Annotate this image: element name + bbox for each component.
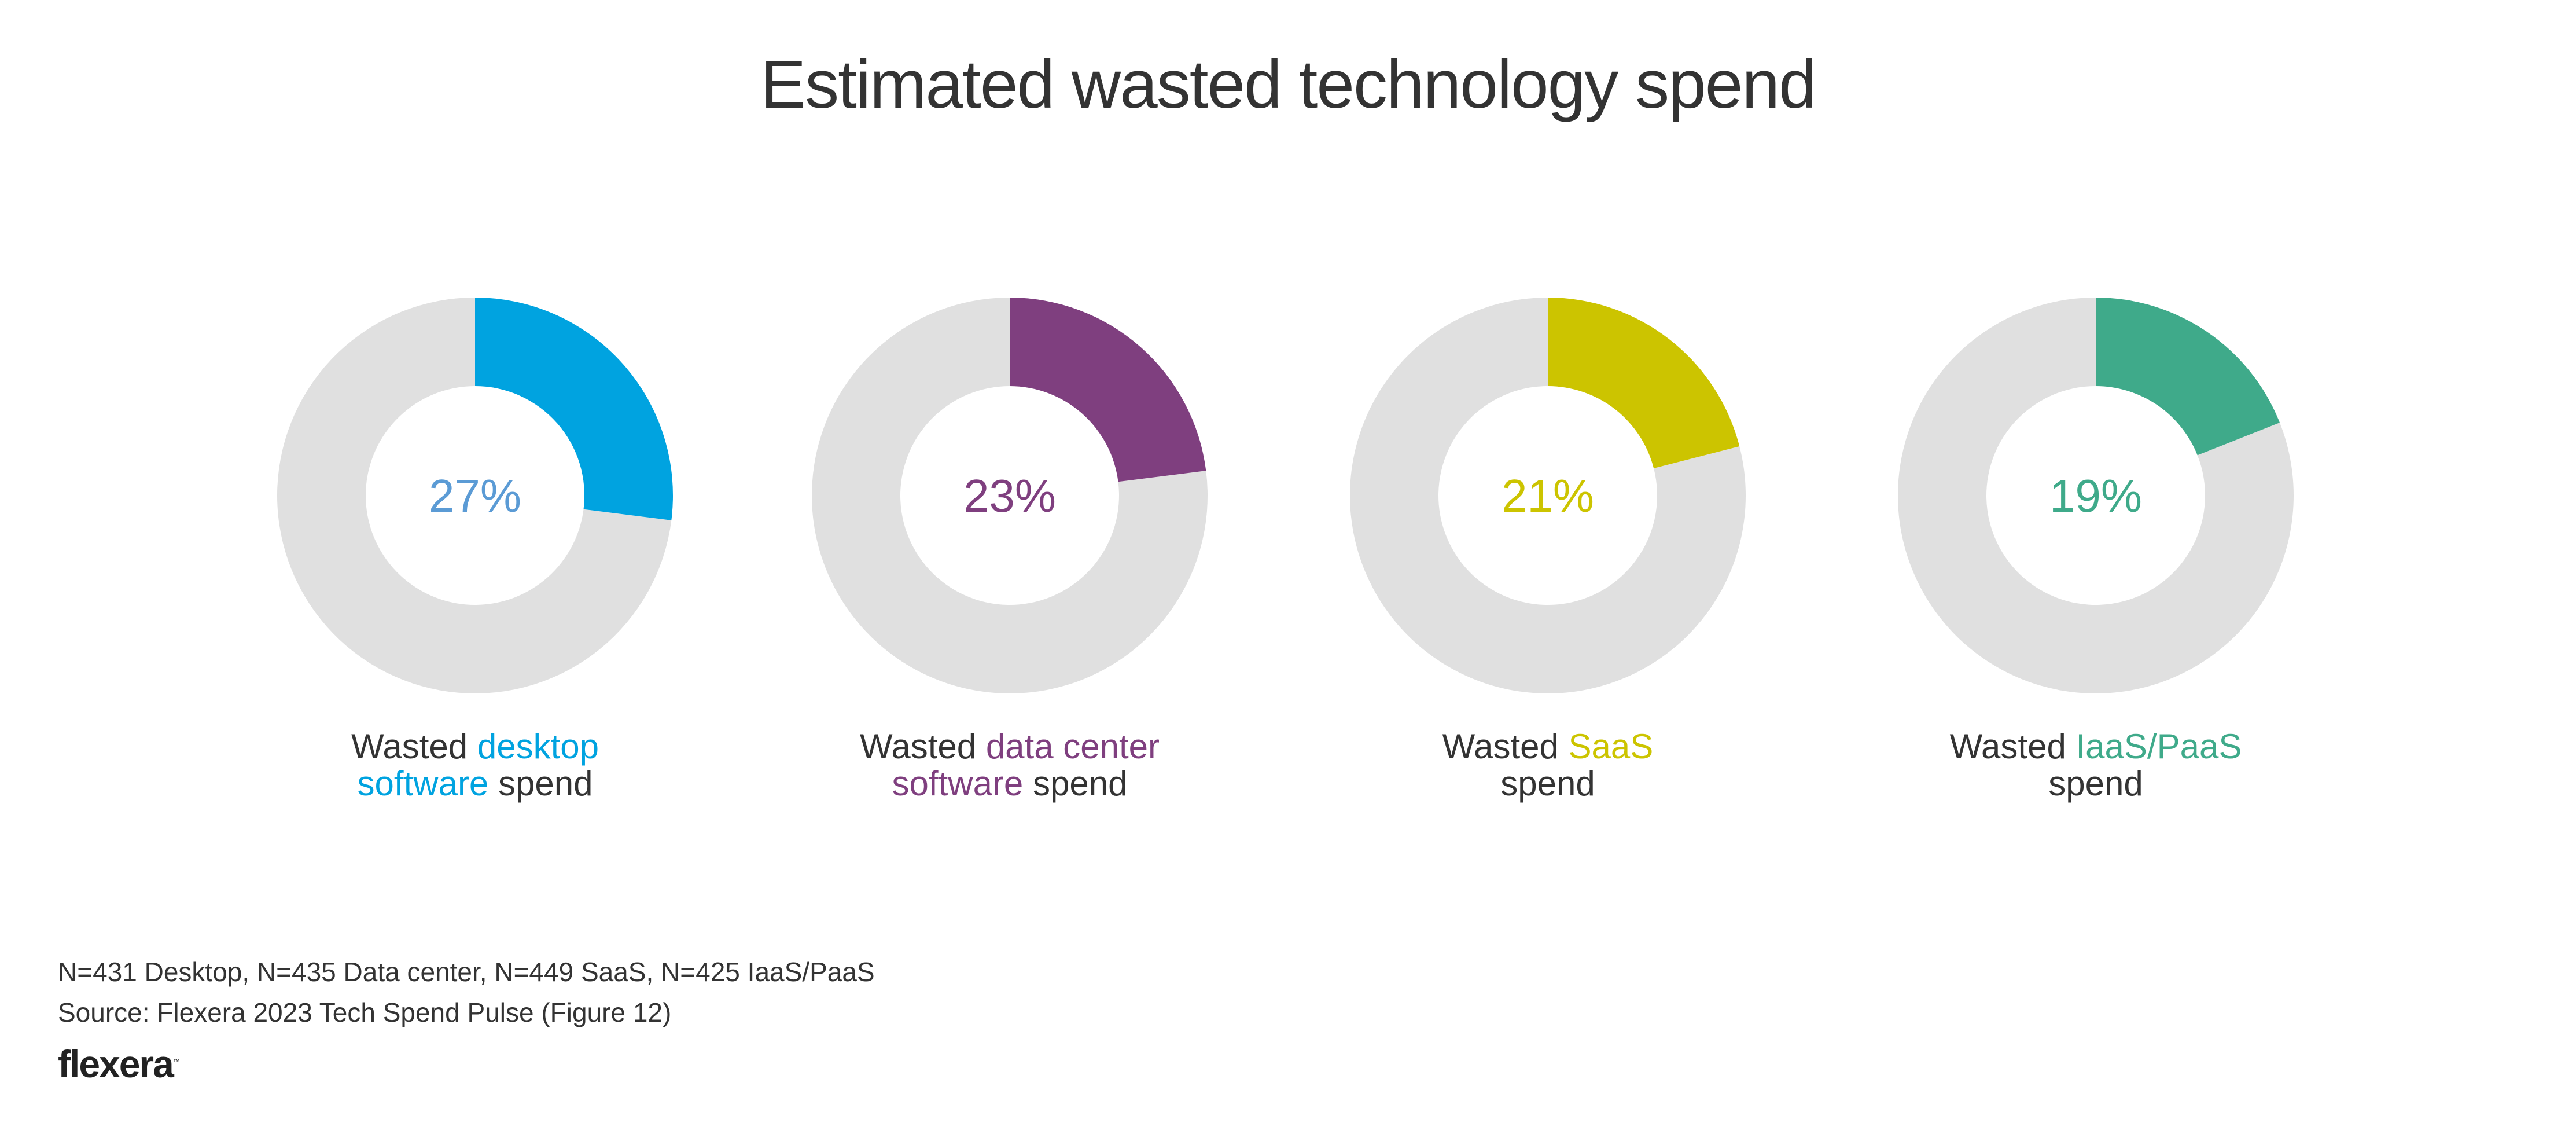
- category-label-highlight: IaaS/PaaS: [2075, 727, 2242, 766]
- category-label-highlight: data center: [985, 727, 1160, 766]
- source-note: Source: Flexera 2023 Tech Spend Pulse (F…: [58, 997, 672, 1027]
- logo-text: flexera: [58, 1043, 174, 1085]
- category-label-text: spend: [488, 764, 593, 803]
- sample-size-note: N=431 Desktop, N=435 Data center, N=449 …: [58, 957, 875, 987]
- category-label-text: spend: [1023, 764, 1128, 803]
- donut-2: 23%: [811, 298, 1208, 693]
- category-label: Wasted data center software spend: [749, 728, 1270, 802]
- chart-title: Estimated wasted technology spend: [760, 46, 1816, 123]
- donut-remainder-slice: [1350, 298, 1746, 693]
- donut-remainder-slice: [811, 298, 1208, 693]
- donut-value-label: 23%: [963, 470, 1056, 522]
- category-label: Wasted SaaS spend: [1287, 728, 1808, 802]
- donut-value-slice: [1548, 298, 1740, 468]
- category-label-text: Wasted: [859, 727, 986, 766]
- category-label-text: Wasted: [351, 727, 477, 766]
- category-label: Wasted desktop software spend: [215, 728, 735, 802]
- donut-value-slice: [475, 298, 673, 520]
- donut-value-label: 27%: [429, 470, 521, 522]
- donut-value-slice: [2096, 298, 2280, 456]
- category-label-highlight: desktop: [477, 727, 599, 766]
- donut-value-label: 19%: [2049, 470, 2142, 522]
- donut-remainder-slice: [1898, 298, 2294, 693]
- category-label-text: Wasted: [1442, 727, 1569, 766]
- category-label-highlight: software: [357, 764, 489, 803]
- flexera-logo: flexera™: [58, 1042, 180, 1086]
- donut-remainder-slice: [277, 298, 672, 693]
- trademark-mark: ™: [172, 1058, 180, 1066]
- category-label-text: spend: [1500, 764, 1595, 803]
- donut-value-label: 21%: [1502, 470, 1594, 522]
- category-label-text: spend: [2048, 764, 2143, 803]
- donut-value-slice: [1010, 298, 1206, 482]
- category-label: Wasted IaaS/PaaS spend: [1835, 728, 2356, 802]
- category-label-highlight: SaaS: [1568, 727, 1654, 766]
- donut-1: 27%: [277, 298, 673, 693]
- donut-4: 19%: [1898, 298, 2294, 693]
- category-label-text: Wasted: [1949, 727, 2076, 766]
- donut-3: 21%: [1350, 298, 1746, 693]
- category-label-highlight: software: [892, 764, 1024, 803]
